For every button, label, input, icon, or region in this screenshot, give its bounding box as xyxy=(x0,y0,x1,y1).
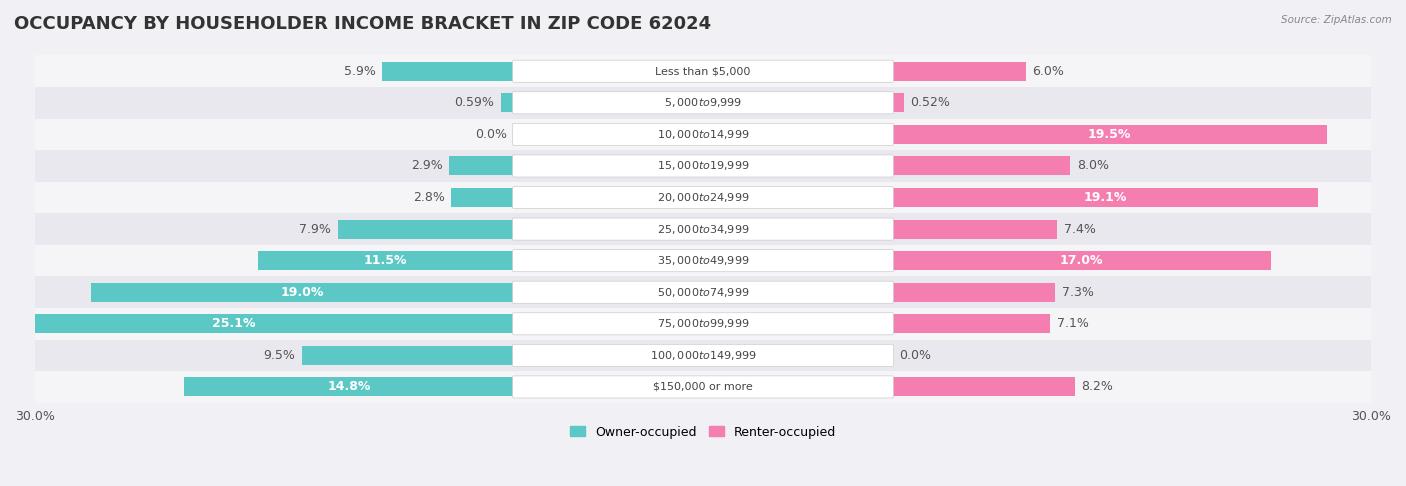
Text: 19.0%: 19.0% xyxy=(280,286,323,299)
FancyBboxPatch shape xyxy=(35,55,1371,87)
Text: 7.3%: 7.3% xyxy=(1062,286,1094,299)
Bar xyxy=(90,283,513,302)
Bar xyxy=(449,156,513,175)
FancyBboxPatch shape xyxy=(35,277,1371,308)
Text: $150,000 or more: $150,000 or more xyxy=(654,382,752,392)
Bar xyxy=(451,188,513,207)
Bar xyxy=(893,62,1026,81)
FancyBboxPatch shape xyxy=(513,60,893,82)
Text: 8.2%: 8.2% xyxy=(1081,381,1114,394)
Bar xyxy=(337,220,513,239)
Bar xyxy=(893,283,1054,302)
Text: $100,000 to $149,999: $100,000 to $149,999 xyxy=(650,349,756,362)
Text: 25.1%: 25.1% xyxy=(212,317,256,330)
Text: 7.1%: 7.1% xyxy=(1057,317,1090,330)
Text: 6.0%: 6.0% xyxy=(1032,65,1064,78)
Bar xyxy=(893,314,1050,333)
Text: OCCUPANCY BY HOUSEHOLDER INCOME BRACKET IN ZIP CODE 62024: OCCUPANCY BY HOUSEHOLDER INCOME BRACKET … xyxy=(14,15,711,33)
FancyBboxPatch shape xyxy=(513,250,893,272)
Bar xyxy=(0,314,513,333)
Text: 7.4%: 7.4% xyxy=(1064,223,1095,236)
FancyBboxPatch shape xyxy=(35,150,1371,182)
Text: $35,000 to $49,999: $35,000 to $49,999 xyxy=(657,254,749,267)
Bar xyxy=(501,93,513,112)
Bar xyxy=(893,156,1070,175)
Text: 14.8%: 14.8% xyxy=(328,381,371,394)
Text: 0.52%: 0.52% xyxy=(911,96,950,109)
Text: 0.59%: 0.59% xyxy=(454,96,494,109)
FancyBboxPatch shape xyxy=(513,218,893,240)
Text: 19.1%: 19.1% xyxy=(1083,191,1126,204)
FancyBboxPatch shape xyxy=(35,213,1371,245)
Text: $5,000 to $9,999: $5,000 to $9,999 xyxy=(664,96,742,109)
FancyBboxPatch shape xyxy=(513,123,893,145)
Text: 2.9%: 2.9% xyxy=(411,159,443,173)
FancyBboxPatch shape xyxy=(35,308,1371,340)
Text: $20,000 to $24,999: $20,000 to $24,999 xyxy=(657,191,749,204)
Bar xyxy=(893,220,1057,239)
FancyBboxPatch shape xyxy=(513,344,893,366)
Bar xyxy=(893,251,1271,270)
Text: $50,000 to $74,999: $50,000 to $74,999 xyxy=(657,286,749,299)
Bar xyxy=(257,251,513,270)
Text: 11.5%: 11.5% xyxy=(364,254,408,267)
Text: $25,000 to $34,999: $25,000 to $34,999 xyxy=(657,223,749,236)
Text: 0.0%: 0.0% xyxy=(475,128,508,141)
FancyBboxPatch shape xyxy=(35,119,1371,150)
FancyBboxPatch shape xyxy=(35,371,1371,403)
Bar xyxy=(893,188,1317,207)
FancyBboxPatch shape xyxy=(35,87,1371,119)
FancyBboxPatch shape xyxy=(513,92,893,114)
Text: $15,000 to $19,999: $15,000 to $19,999 xyxy=(657,159,749,173)
FancyBboxPatch shape xyxy=(513,376,893,398)
Text: $75,000 to $99,999: $75,000 to $99,999 xyxy=(657,317,749,330)
Text: 9.5%: 9.5% xyxy=(263,349,295,362)
FancyBboxPatch shape xyxy=(35,245,1371,277)
FancyBboxPatch shape xyxy=(513,187,893,208)
Text: 0.0%: 0.0% xyxy=(898,349,931,362)
Bar xyxy=(184,378,513,397)
Text: 7.9%: 7.9% xyxy=(299,223,330,236)
FancyBboxPatch shape xyxy=(35,340,1371,371)
Bar xyxy=(302,346,513,365)
Legend: Owner-occupied, Renter-occupied: Owner-occupied, Renter-occupied xyxy=(565,420,841,444)
Bar xyxy=(893,125,1326,144)
Bar xyxy=(382,62,513,81)
Text: $10,000 to $14,999: $10,000 to $14,999 xyxy=(657,128,749,141)
Bar xyxy=(893,93,904,112)
FancyBboxPatch shape xyxy=(513,281,893,303)
Text: 19.5%: 19.5% xyxy=(1088,128,1130,141)
Text: Source: ZipAtlas.com: Source: ZipAtlas.com xyxy=(1281,15,1392,25)
FancyBboxPatch shape xyxy=(513,313,893,335)
Text: 17.0%: 17.0% xyxy=(1060,254,1104,267)
FancyBboxPatch shape xyxy=(513,155,893,177)
Text: 8.0%: 8.0% xyxy=(1077,159,1109,173)
Text: 2.8%: 2.8% xyxy=(413,191,444,204)
Text: 5.9%: 5.9% xyxy=(344,65,375,78)
Bar xyxy=(893,378,1076,397)
FancyBboxPatch shape xyxy=(35,182,1371,213)
Text: Less than $5,000: Less than $5,000 xyxy=(655,66,751,76)
